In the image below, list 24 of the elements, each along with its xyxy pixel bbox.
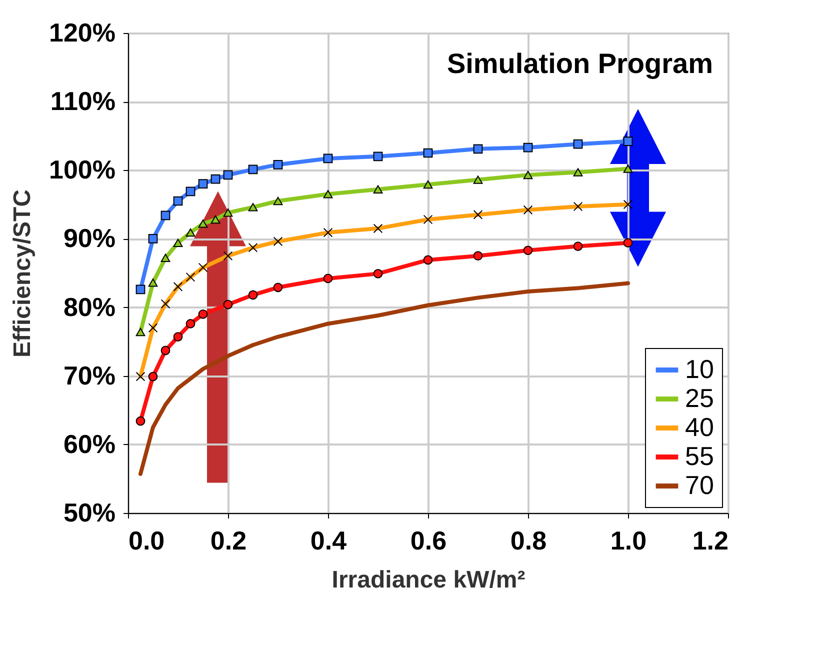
annotation: Simulation Program [446, 48, 713, 79]
x-tick-label: 0.8 [510, 526, 547, 556]
y-tick-label: 110% [50, 86, 116, 116]
legend-label: 10 [685, 354, 714, 384]
y-tick-label: 120% [49, 18, 116, 48]
legend-label: 40 [685, 412, 714, 442]
x-tick-label: 1.0 [610, 526, 647, 556]
y-tick-label: 90% [63, 223, 116, 254]
legend-label: 70 [685, 470, 714, 500]
y-tick-label: 60% [63, 428, 116, 459]
y-tick-label: 80% [63, 292, 116, 322]
x-tick-label: 0.0 [128, 526, 165, 556]
y-tick-label: 50% [63, 498, 116, 528]
y-axis-title: Efficiency/STC [9, 189, 36, 358]
y-tick-label: 100% [49, 154, 116, 185]
x-axis-title: Irradiance kW/m² [332, 566, 526, 594]
x-tick-label: 0.6 [410, 526, 447, 556]
legend-label: 25 [685, 383, 714, 413]
x-tick-label: 0.2 [210, 526, 247, 556]
x-tick-label: 1.2 [692, 526, 728, 556]
x-tick-label: 0.4 [310, 526, 348, 556]
y-tick-label: 70% [63, 360, 116, 390]
line-series [138, 281, 630, 476]
legend-label: 55 [685, 441, 714, 471]
